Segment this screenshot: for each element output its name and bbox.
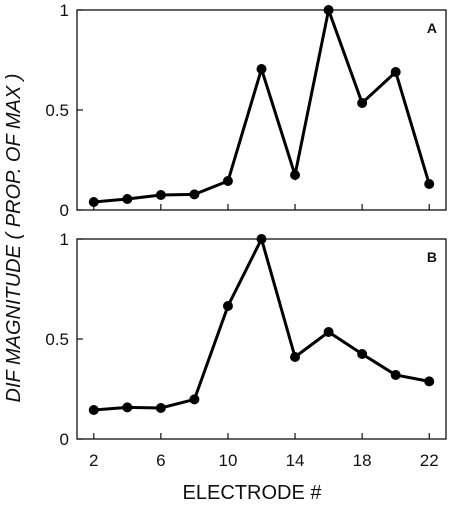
y-axis-title: DIF MAGNITUDE ( PROP. OF MAX ) (3, 74, 25, 403)
data-point (390, 67, 401, 77)
data-point (88, 405, 99, 415)
data-point (122, 402, 133, 413)
data-point (256, 234, 267, 244)
plot-frame (76, 9, 447, 211)
x-tick-label: 10 (218, 451, 237, 470)
series-line (93, 234, 430, 412)
y-tick-label: 0.5 (45, 101, 69, 120)
x-tick-label: 14 (286, 451, 305, 470)
data-point (256, 64, 267, 74)
x-tick-label: 22 (420, 451, 439, 470)
y-tick-label: 0 (60, 430, 69, 449)
data-point (323, 5, 334, 15)
data-point (222, 176, 233, 186)
data-point (88, 197, 99, 207)
data-point (122, 194, 133, 204)
data-point (290, 170, 301, 180)
data-point (424, 376, 435, 387)
data-point (290, 352, 301, 362)
data-point (155, 403, 166, 413)
series-line (93, 4, 431, 204)
y-tick-label: 1 (60, 1, 69, 20)
x-tick-label: 6 (156, 451, 165, 470)
data-point (323, 327, 334, 337)
data-point (222, 301, 233, 311)
x-tick-label: 18 (353, 451, 372, 470)
y-tick-label: 0.5 (45, 330, 69, 349)
plot-frame (76, 238, 447, 440)
panel-label: A (427, 20, 437, 36)
data-point (155, 190, 166, 200)
data-point (424, 179, 435, 189)
data-point (357, 349, 368, 359)
data-point (189, 394, 200, 405)
panel-label: B (427, 249, 437, 265)
panel-a: 0 0.5 1 A (45, 1, 447, 220)
data-point (357, 98, 368, 108)
panel-b: 0 0.5 1 2 6 10 14 18 22 B (45, 230, 447, 470)
y-tick-label: 0 (60, 201, 69, 220)
x-tick-label: 2 (89, 451, 98, 470)
data-point (390, 370, 401, 380)
y-tick-label: 1 (60, 230, 69, 249)
x-axis-title: ELECTRODE # (183, 482, 323, 504)
data-point (189, 189, 200, 200)
